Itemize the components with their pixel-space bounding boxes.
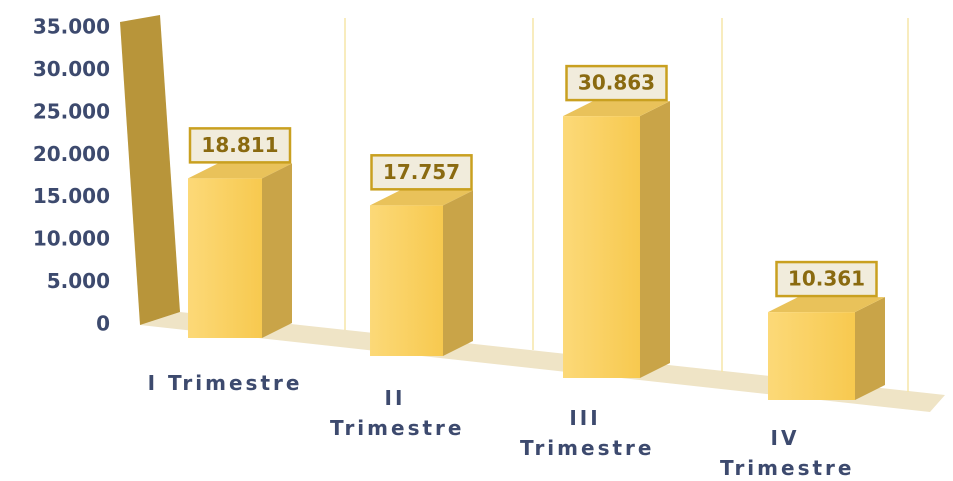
value-label-box xyxy=(370,154,473,191)
value-label-box xyxy=(775,260,878,298)
bar-side xyxy=(443,190,473,356)
y-tick-label: 15.000 xyxy=(33,184,110,208)
value-label: 10.361 xyxy=(788,267,865,291)
bar-side xyxy=(855,297,885,400)
floor xyxy=(140,312,945,412)
x-tick-label: I Trimestre xyxy=(147,371,303,395)
x-tick-label: IV Trimestre xyxy=(720,426,855,480)
y-tick-label: 5.000 xyxy=(47,269,110,293)
y-tick-label: 20.000 xyxy=(33,142,110,166)
bar-front xyxy=(768,312,855,400)
wall-dividers xyxy=(344,18,909,392)
side-wall xyxy=(120,15,180,325)
bar-front xyxy=(370,205,443,356)
x-tick-label: III Trimestre xyxy=(520,406,655,460)
bar-side xyxy=(640,101,670,378)
value-label: 18.811 xyxy=(201,133,278,157)
bar-top xyxy=(370,190,473,206)
bar-side xyxy=(262,163,292,338)
value-label-box xyxy=(188,127,292,164)
y-tick-label: 35.000 xyxy=(33,15,110,39)
bar xyxy=(370,190,473,356)
y-tick-label: 25.000 xyxy=(33,99,110,123)
y-tick-label: 30.000 xyxy=(33,57,110,81)
y-tick-label: 10.000 xyxy=(33,227,110,251)
bar-top xyxy=(188,163,292,179)
bar-front xyxy=(188,178,262,338)
bar-top xyxy=(563,101,670,117)
value-label: 30.863 xyxy=(578,71,655,95)
bar xyxy=(768,297,885,400)
bar-front xyxy=(563,116,640,378)
value-label-box xyxy=(565,64,668,102)
bar xyxy=(188,163,292,338)
y-tick-label: 0 xyxy=(96,312,110,336)
bar xyxy=(563,101,670,378)
bar-top xyxy=(768,297,885,313)
x-tick-label: II Trimestre xyxy=(330,386,465,440)
value-label: 17.757 xyxy=(383,160,460,184)
